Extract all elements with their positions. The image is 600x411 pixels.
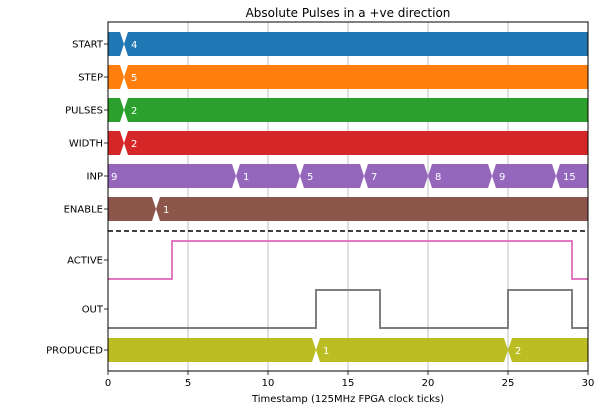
bus-value-label: 7: [371, 172, 377, 183]
bus-value-label: 9: [499, 172, 505, 183]
bus-segment: [108, 338, 316, 362]
bus-value-label: 2: [131, 106, 137, 117]
signal-name-label: PULSES: [65, 106, 103, 117]
bus-value-label: 15: [563, 172, 576, 183]
bus-segment: [108, 98, 124, 122]
bus-segment: [508, 338, 588, 362]
bus-segment: [108, 131, 124, 155]
bus-segment: [108, 32, 124, 56]
signal-traces: [108, 32, 588, 362]
x-tick-label: 10: [262, 378, 275, 389]
bus-value-label: 5: [131, 73, 137, 84]
bus-segment: [156, 197, 588, 221]
signal-name-label: OUT: [82, 305, 104, 316]
x-tick-label: 30: [582, 378, 595, 389]
x-axis-label: Timestamp (125MHz FPGA clock ticks): [251, 394, 444, 405]
signal-name-label: START: [72, 40, 104, 51]
bit-trace: [108, 240, 588, 280]
bus-segment: [124, 131, 588, 155]
bus-value-label: 1: [243, 172, 249, 183]
bus-value-label: 1: [323, 346, 329, 357]
signal-name-label: WIDTH: [69, 139, 103, 150]
bus-segment: [124, 65, 588, 89]
bit-trace: [108, 289, 588, 329]
bus-value-label: 2: [515, 346, 521, 357]
bus-segment: [316, 338, 508, 362]
bus-segment: [492, 164, 556, 188]
bus-value-label: 5: [307, 172, 313, 183]
x-tick-label: 0: [105, 378, 111, 389]
x-tick-label: 20: [422, 378, 435, 389]
x-tick-label: 25: [502, 378, 515, 389]
bus-segment: [364, 164, 428, 188]
bus-segment: [108, 197, 156, 221]
bus-value-label: 4: [131, 40, 137, 51]
bus-segment: [108, 164, 236, 188]
chart-title: Absolute Pulses in a +ve direction: [246, 6, 451, 20]
bus-value-label: 1: [163, 205, 169, 216]
x-tick-label: 15: [342, 378, 355, 389]
bus-value-label: 2: [131, 139, 137, 150]
bus-segment: [300, 164, 364, 188]
signal-name-label: INP: [87, 172, 103, 183]
bus-segment: [236, 164, 300, 188]
x-axis-ticks: 0 5 10 15 20 25 30: [104, 43, 595, 389]
bus-segment: [108, 65, 124, 89]
bus-value-label: 9: [111, 172, 117, 183]
bus-value-label: 8: [435, 172, 441, 183]
signal-name-label: ACTIVE: [67, 256, 103, 267]
bus-segment: [556, 164, 588, 188]
signal-name-label: ENABLE: [64, 205, 103, 216]
bus-segment: [124, 32, 588, 56]
bus-segment: [428, 164, 492, 188]
x-tick-label: 5: [185, 378, 191, 389]
bus-segment: [124, 98, 588, 122]
signal-name-label: STEP: [78, 73, 103, 84]
signal-name-label: PRODUCED: [46, 346, 103, 357]
